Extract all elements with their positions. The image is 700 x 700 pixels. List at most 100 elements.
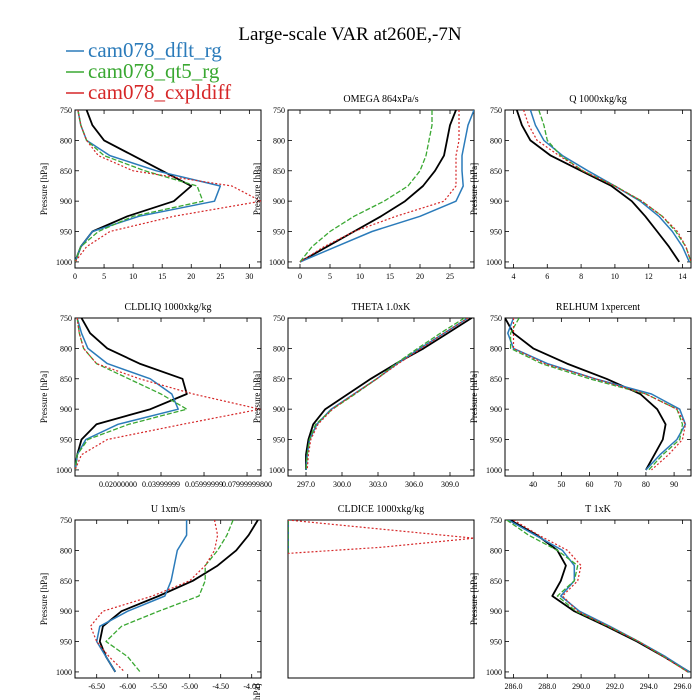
y-tick-label: 1000 xyxy=(56,258,72,267)
x-tick-label: 288.0 xyxy=(538,682,556,691)
x-tick-label: 80 xyxy=(642,480,650,489)
legend-label: cam078_qt5_rg xyxy=(88,59,220,83)
x-tick-label: 15 xyxy=(158,272,166,281)
x-tick-label: 20 xyxy=(416,272,424,281)
y-axis-label: Pressure [hPa] xyxy=(252,163,262,215)
panel-title: CLDLIQ 1000xkg/kg xyxy=(125,302,212,313)
x-tick-label: 14 xyxy=(679,272,687,281)
y-tick-label: 950 xyxy=(490,228,502,237)
series-line-1 xyxy=(75,318,179,471)
series-line-3 xyxy=(288,520,474,554)
plot-frame xyxy=(287,317,475,477)
panel-title: Q 1000xkg/kg xyxy=(569,94,627,105)
x-tick-label: 70 xyxy=(614,480,622,489)
x-tick-label: 20 xyxy=(187,272,195,281)
series-line-2 xyxy=(75,318,188,470)
y-tick-label: 800 xyxy=(273,344,285,353)
legend-item: cam078_qt5_rg xyxy=(66,59,220,83)
y-tick-label: 850 xyxy=(60,577,72,586)
y-tick-label: 850 xyxy=(60,167,72,176)
series-line-2 xyxy=(509,318,684,471)
panel-8: CLDICE 1000xkg/kg hPa] xyxy=(252,504,475,700)
y-tick-label: 800 xyxy=(60,136,72,145)
y-tick-label: 800 xyxy=(273,136,285,145)
x-tick-label: 5 xyxy=(102,272,106,281)
series-line-1 xyxy=(75,110,222,263)
x-tick-label: 306.0 xyxy=(405,480,423,489)
x-tick-label: 15 xyxy=(386,272,394,281)
series-line-1 xyxy=(305,318,469,470)
y-tick-label: 750 xyxy=(490,516,502,525)
x-tick-label: 6 xyxy=(545,272,549,281)
series-line-1 xyxy=(299,110,474,263)
y-tick-label: 850 xyxy=(273,167,285,176)
series-group xyxy=(75,318,261,471)
x-tick-label: 10 xyxy=(356,272,364,281)
series-line-0 xyxy=(505,318,667,471)
series-line-2 xyxy=(506,520,688,673)
y-tick-label: 900 xyxy=(60,607,72,616)
y-tick-label: 750 xyxy=(273,314,285,323)
legend-item: cam078_cxpldiff xyxy=(66,80,231,104)
y-tick-label: 1000 xyxy=(486,258,502,267)
y-tick-label: 900 xyxy=(273,197,285,206)
plot-frame xyxy=(287,519,475,679)
series-line-0 xyxy=(98,520,259,673)
y-axis-label: Pressure [hPa] xyxy=(469,163,479,215)
y-axis-label: Pressure [hPa] xyxy=(252,371,262,423)
series-line-1 xyxy=(507,318,687,471)
y-tick-label: 900 xyxy=(60,197,72,206)
plot-frame xyxy=(287,109,475,269)
plot-frame xyxy=(504,317,692,477)
series-group xyxy=(515,110,691,263)
panel-title: U 1xm/s xyxy=(151,504,185,515)
y-tick-label: 750 xyxy=(60,314,72,323)
y-tick-label: 850 xyxy=(490,167,502,176)
x-tick-label: 290.0 xyxy=(572,682,590,691)
y-tick-label: 850 xyxy=(490,577,502,586)
x-tick-label: -6.00 xyxy=(119,682,136,691)
y-axis-label: Pressure [hPa] xyxy=(469,573,479,625)
series-group xyxy=(75,110,261,263)
y-tick-label: 800 xyxy=(60,344,72,353)
y-tick-label: 850 xyxy=(490,375,502,384)
x-tick-label: 4 xyxy=(511,272,515,281)
y-tick-label: 1000 xyxy=(486,466,502,475)
legend-label: cam078_dflt_rg xyxy=(88,38,222,62)
x-tick-label: 300.0 xyxy=(333,480,351,489)
legend-label: cam078_cxpldiff xyxy=(88,80,231,104)
panel-4: CLDLIQ 1000xkg/kg 750 800 850 900 950 1000 Pres… xyxy=(39,302,272,489)
x-tick-label: 25 xyxy=(216,272,224,281)
x-tick-label: 0 xyxy=(298,272,302,281)
y-tick-label: 800 xyxy=(490,546,502,555)
series-line-3 xyxy=(75,318,261,471)
series-group xyxy=(299,110,474,263)
y-tick-label: 950 xyxy=(60,436,72,445)
x-tick-label: 286.0 xyxy=(504,682,522,691)
y-tick-label: 1000 xyxy=(269,258,285,267)
y-axis-label: Pressure [hPa] xyxy=(39,163,49,215)
y-tick-label: 800 xyxy=(490,136,502,145)
panels: 750 800 850 900 950 1000 Pressure [hPa] 0 5 10 15 2… xyxy=(39,94,692,700)
plot-frame xyxy=(504,109,692,269)
x-tick-label: 0.02000000 xyxy=(99,480,137,489)
x-tick-label: 50 xyxy=(557,480,565,489)
panel-title: T 1xK xyxy=(585,504,611,515)
y-tick-label: 900 xyxy=(490,197,502,206)
panel-title: RELHUM 1xpercent xyxy=(556,302,640,313)
series-line-0 xyxy=(515,110,680,263)
series-group xyxy=(506,520,690,673)
y-tick-label: 750 xyxy=(490,106,502,115)
series-line-2 xyxy=(105,520,234,673)
x-tick-label: 303.0 xyxy=(369,480,387,489)
series-line-3 xyxy=(523,110,691,263)
y-tick-label: 1000 xyxy=(56,466,72,475)
figure-title: Large-scale VAR at260E,-7N xyxy=(238,24,461,45)
y-tick-label: 850 xyxy=(60,375,72,384)
x-tick-label: 297.0 xyxy=(297,480,315,489)
plot-frame xyxy=(504,519,692,679)
series-line-0 xyxy=(75,318,188,471)
cut-axis-label: hPa] xyxy=(252,684,262,700)
y-tick-label: 900 xyxy=(60,405,72,414)
x-tick-label: 0.03999999 xyxy=(142,480,180,489)
